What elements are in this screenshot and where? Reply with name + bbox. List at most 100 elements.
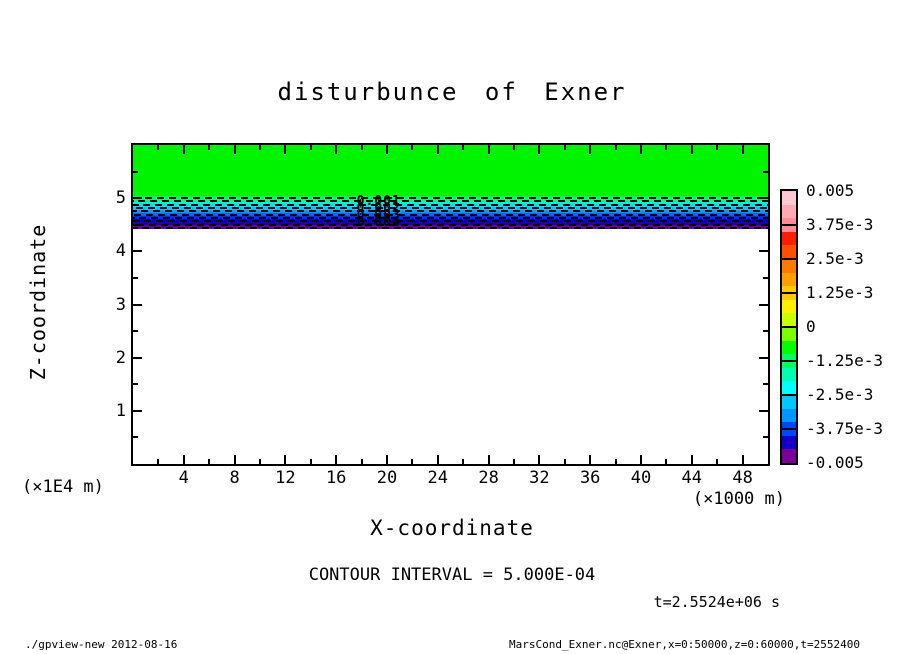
x-tick-label: 32 [529, 468, 550, 488]
x-minor-tick [157, 459, 160, 464]
x-major-tick [487, 145, 490, 154]
x-major-tick [182, 145, 185, 154]
colorbar-divider [782, 360, 796, 362]
y-minor-tick [133, 276, 138, 279]
colorbar-stripe [782, 272, 796, 287]
x-tick-label: 12 [275, 468, 296, 488]
dashed-contour-line [133, 213, 768, 216]
x-minor-tick [563, 145, 566, 150]
colorbar-label: 2.5e-3 [806, 249, 864, 268]
x-minor-tick [309, 459, 312, 464]
colorbar-stripe [782, 299, 796, 314]
x-minor-tick [411, 459, 414, 464]
x-axis-unit: (×1000 m) [692, 489, 785, 509]
colorbar-label: 1.25e-3 [806, 283, 874, 302]
dashed-contour-line [133, 216, 768, 219]
colorbar-divider [782, 428, 796, 430]
y-minor-tick [763, 330, 768, 333]
y-minor-tick [763, 383, 768, 386]
y-major-tick [759, 356, 768, 359]
y-major-tick [133, 250, 142, 253]
y-tick-label: 4 [115, 241, 126, 262]
y-major-tick [759, 409, 768, 412]
y-minor-tick [763, 276, 768, 279]
contour-label: 0.001 [356, 193, 401, 209]
colorbar-stripe [782, 395, 796, 410]
colorbar-divider [782, 292, 796, 294]
colorbar-stripe [782, 381, 796, 396]
x-major-tick [284, 455, 287, 464]
y-major-tick [759, 250, 768, 253]
x-tick-label: 4 [178, 468, 189, 488]
contour-interval-text: CONTOUR INTERVAL = 5.000E-04 [308, 565, 596, 585]
x-tick-label: 36 [579, 468, 601, 488]
dashed-contour-line [133, 203, 768, 206]
y-minor-tick [763, 170, 768, 173]
dashed-contour-line [133, 223, 768, 226]
x-minor-tick [665, 459, 668, 464]
y-tick-label: 1 [115, 400, 126, 421]
x-minor-tick [208, 459, 211, 464]
dashed-contour-line [133, 200, 768, 203]
colorbar-stripe [782, 231, 796, 246]
x-minor-tick [259, 145, 261, 150]
tone-stripe [133, 207, 768, 212]
x-minor-tick [513, 459, 515, 464]
x-minor-tick [259, 459, 261, 464]
y-minor-tick [763, 223, 768, 226]
x-minor-tick [563, 459, 566, 464]
x-axis-label: X-coordinate [370, 516, 534, 540]
x-tick-label: 24 [427, 468, 449, 488]
x-major-tick [182, 455, 185, 464]
colorbar-stripe [782, 259, 796, 274]
x-minor-tick [360, 459, 363, 464]
x-tick-label: 28 [478, 468, 499, 488]
y-tick-label: 5 [115, 188, 126, 209]
colorbar-label: -1.25e-3 [806, 351, 884, 370]
y-tick-label: 3 [115, 294, 126, 315]
colorbar-stripe [782, 449, 796, 464]
footer-command: ./gpview-new 2012-08-16 [25, 638, 178, 651]
x-major-tick [741, 145, 744, 154]
y-major-tick [133, 303, 142, 306]
y-minor-tick [133, 330, 138, 333]
y-minor-tick [133, 436, 138, 439]
colorbar-label: 0 [806, 317, 816, 336]
y-major-tick [133, 409, 142, 412]
y-major-tick [759, 197, 768, 200]
contour-label: 0.002 [356, 200, 401, 216]
x-major-tick [386, 455, 388, 464]
dashed-contour-line [133, 226, 768, 229]
x-major-tick [335, 145, 338, 154]
x-tick-label: 8 [229, 468, 240, 488]
colorbar-label: 3.75e-3 [806, 215, 874, 234]
colorbar-stripe [782, 191, 796, 206]
x-minor-tick [462, 145, 465, 150]
y-axis-label: Z-coordinate [26, 223, 50, 381]
y-major-tick [133, 197, 142, 200]
time-label: t=2.5524e+06 s [653, 593, 780, 611]
x-major-tick [589, 455, 592, 464]
y-minor-tick [133, 383, 138, 386]
x-tick-label: 48 [732, 468, 753, 488]
x-major-tick [386, 145, 388, 154]
dashed-contour-line [133, 220, 768, 223]
y-major-tick [759, 303, 768, 306]
x-minor-tick [665, 145, 668, 150]
y-major-tick [133, 356, 142, 359]
x-minor-tick [411, 145, 414, 150]
x-major-tick [233, 455, 236, 464]
x-minor-tick [614, 459, 617, 464]
x-major-tick [538, 455, 541, 464]
x-minor-tick [208, 145, 211, 150]
colorbar-label: -3.75e-3 [806, 419, 884, 438]
x-minor-tick [716, 145, 719, 150]
colorbar-stripe [782, 204, 796, 219]
x-major-tick [741, 455, 744, 464]
tone-stripe [133, 201, 768, 206]
contour-label: 0.004 [356, 215, 401, 231]
x-tick-label: 44 [681, 468, 703, 488]
tone-stripe [133, 204, 768, 209]
dashed-contour-line [133, 197, 768, 199]
y-minor-tick [763, 436, 768, 439]
